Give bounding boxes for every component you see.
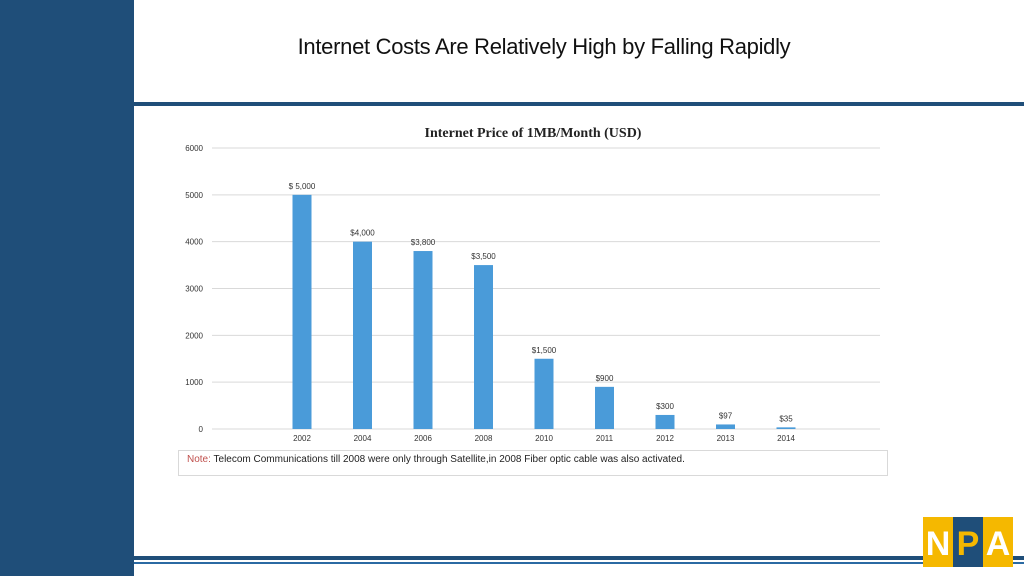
note-text: Telecom Communications till 2008 were on… (210, 454, 685, 465)
left-sidebar-band (0, 0, 134, 576)
y-tick-label: 6000 (185, 144, 203, 153)
x-tick-label: 2004 (354, 434, 372, 443)
data-label: $300 (656, 402, 674, 411)
bar (595, 386, 614, 429)
x-tick-label: 2010 (535, 434, 553, 443)
npa-logo: N P A (923, 517, 1013, 567)
data-label: $4,000 (350, 229, 375, 238)
x-tick-label: 2014 (777, 434, 795, 443)
data-label: $ 5,000 (289, 182, 316, 191)
y-tick-label: 4000 (185, 238, 203, 247)
data-label: $1,500 (532, 346, 557, 355)
bar (353, 241, 372, 429)
data-label: $97 (719, 411, 733, 420)
logo-letter-n: N (926, 525, 951, 563)
bar (655, 414, 675, 429)
note-label: Note: (187, 454, 211, 465)
title-divider (134, 102, 1024, 106)
data-label: $3,800 (411, 238, 436, 247)
chart-panel: Internet Price of 1MB/Month (USD) 0 1000 20… (176, 110, 890, 480)
data-label: $900 (596, 374, 614, 383)
bar (413, 251, 433, 429)
bar (776, 427, 796, 429)
bar (474, 265, 493, 429)
y-tick-label: 1000 (185, 378, 203, 387)
data-label: $35 (779, 414, 793, 423)
footer-divider (134, 556, 1024, 560)
x-tick-label: 2002 (293, 434, 311, 443)
bar (292, 194, 312, 429)
logo-letter-p: P (957, 525, 980, 563)
y-tick-label: 3000 (185, 285, 203, 294)
x-tick-label: 2006 (414, 434, 432, 443)
y-tick-label: 2000 (185, 331, 203, 340)
chart-note: Note: Telecom Communications till 2008 w… (178, 450, 888, 476)
x-tick-label: 2012 (656, 434, 674, 443)
slide-title: Internet Costs Are Relatively High by Fa… (297, 34, 791, 59)
logo-letter-a: A (986, 525, 1011, 563)
x-tick-label: 2011 (596, 434, 614, 443)
y-tick-label: 0 (199, 425, 204, 434)
y-tick-label: 5000 (185, 191, 203, 200)
bar (716, 424, 735, 429)
bar (534, 358, 554, 429)
data-label: $3,500 (471, 252, 496, 261)
chart-title: Internet Price of 1MB/Month (USD) (425, 126, 642, 141)
x-tick-label: 2008 (475, 434, 493, 443)
x-tick-label: 2013 (717, 434, 735, 443)
bar-chart: Internet Price of 1MB/Month (USD) 0 1000 20… (185, 126, 880, 443)
footer-divider-thin (134, 562, 1024, 564)
